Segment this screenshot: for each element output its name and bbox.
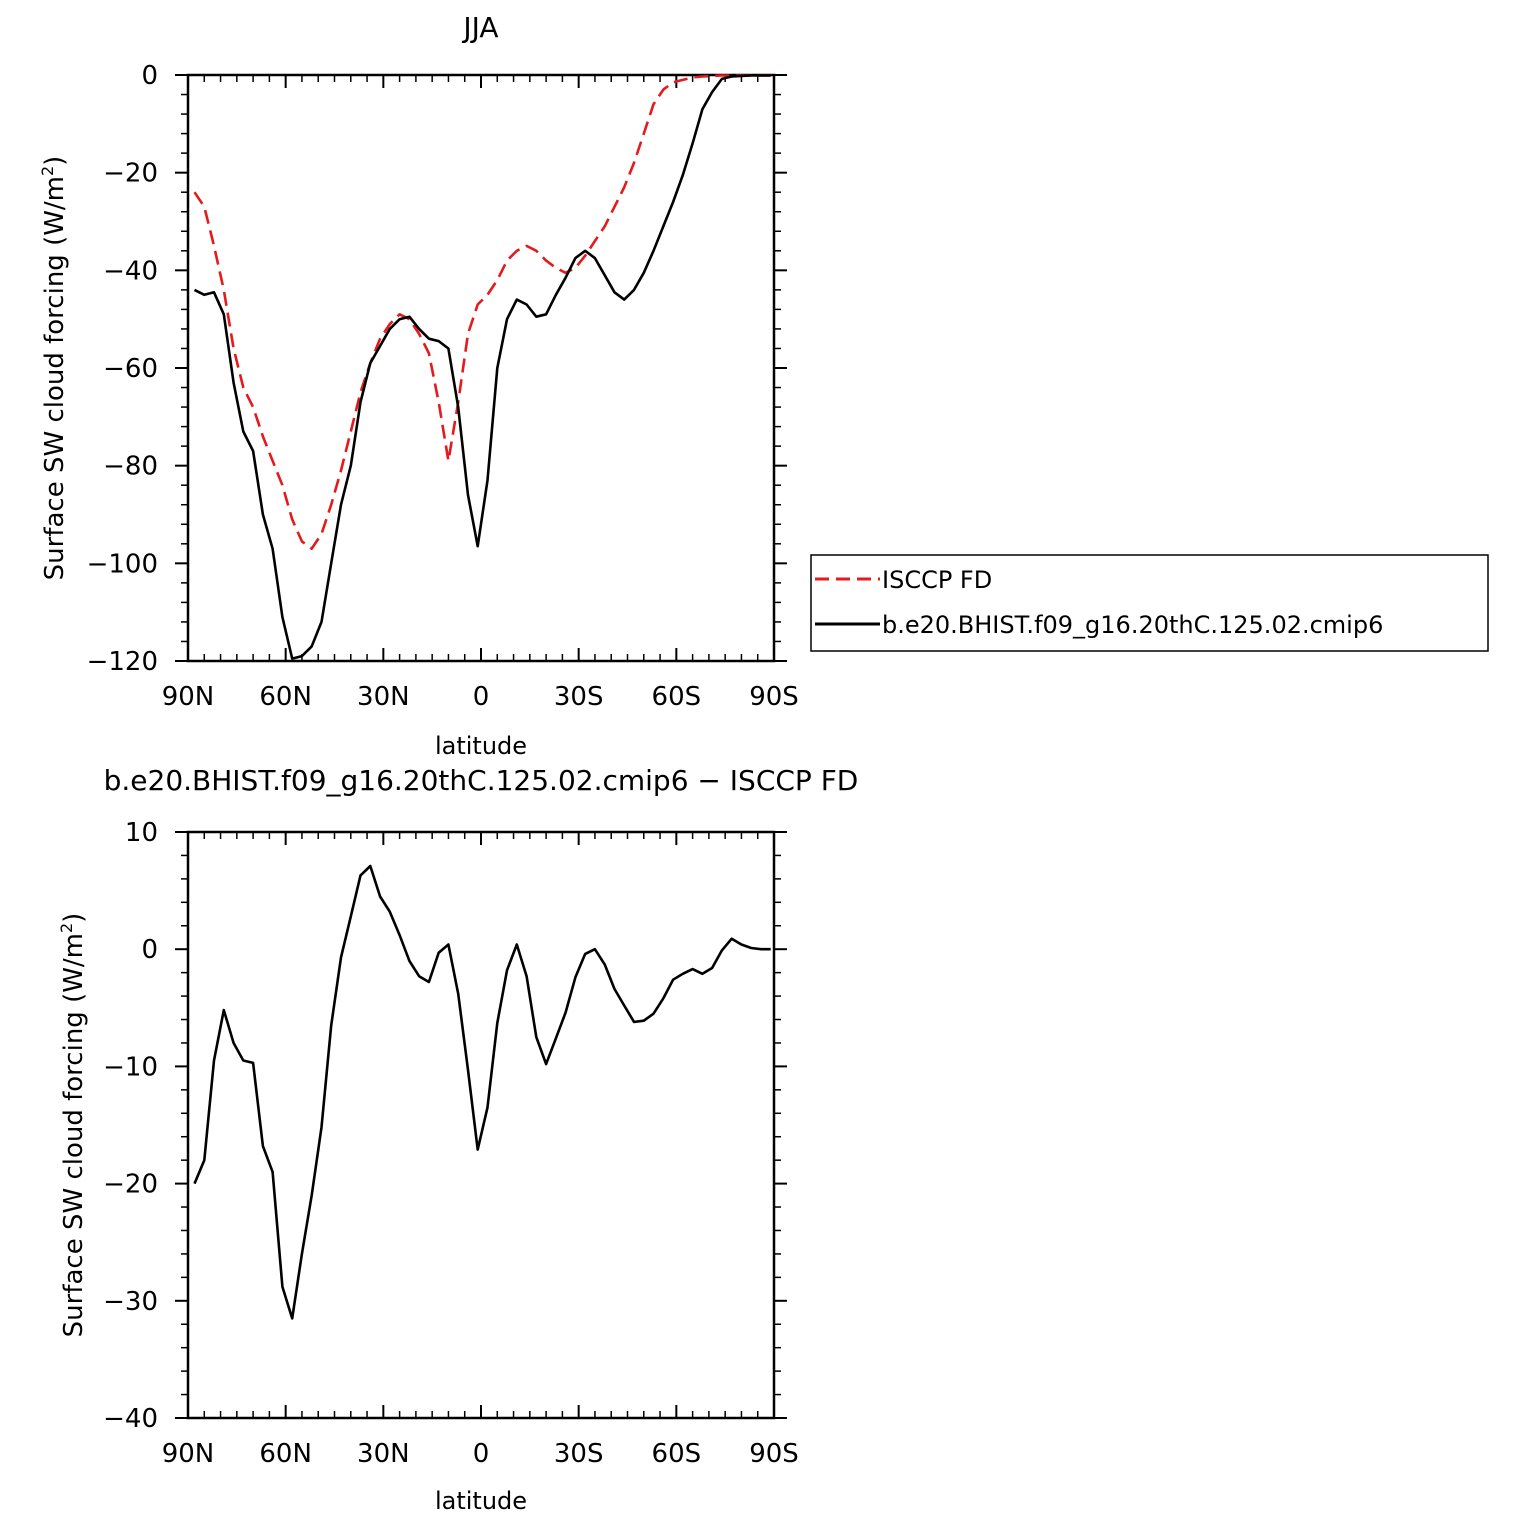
bottom-x-tick-label: 30S [554, 1439, 604, 1469]
bottom-y-tick-label: 10 [125, 818, 158, 848]
bottom-series-line-difference [193, 864, 771, 1320]
bottom-y-tick-label: −20 [103, 1170, 158, 1200]
top-x-tick-label: 90N [162, 682, 215, 712]
top-panel-y-axis-title: Surface SW cloud forcing (W/m2) [38, 156, 70, 581]
top-y-tick-label: −60 [103, 354, 158, 384]
bottom-y-tick-label: −40 [103, 1404, 158, 1434]
bottom-x-tick-label: 0 [473, 1439, 490, 1469]
bottom-panel-y-axis-title-sup: 2 [57, 923, 76, 933]
bottom-x-tick-label: 60N [259, 1439, 312, 1469]
bottom-x-tick-label: 30N [357, 1439, 410, 1469]
top-y-tick-label: −100 [87, 549, 158, 579]
bottom-panel-x-axis-title: latitude [435, 1487, 527, 1515]
legend-label-model: b.e20.BHIST.f09_g16.20thC.125.02.cmip6 [882, 611, 1383, 639]
bottom-y-tick-label: 0 [141, 935, 158, 965]
bottom-panel-y-axis-title: Surface SW cloud forcing (W/m2) [57, 913, 89, 1338]
top-panel-y-axis-title-sup: 2 [38, 166, 57, 176]
top-series-line-model [193, 74, 771, 660]
top-panel-title: JJA [461, 11, 498, 44]
bottom-x-tick-label: 90S [749, 1439, 799, 1469]
bottom-panel: b.e20.BHIST.f09_g16.20thC.125.02.cmip6 −… [57, 764, 858, 1515]
top-y-tick-label: −80 [103, 452, 158, 482]
bottom-y-tick-label: −30 [103, 1287, 158, 1317]
top-x-tick-label: 60S [652, 682, 702, 712]
top-y-tick-label: −20 [103, 159, 158, 189]
top-x-tick-label: 0 [473, 682, 490, 712]
top-panel: JJA 90N 60N 30N 0 30S 60S 90S 0 −20 −40 −60 −80 −100… [38, 11, 799, 760]
bottom-y-tick-label: −10 [103, 1052, 158, 1082]
top-x-tick-label: 30S [554, 682, 604, 712]
legend-box [810, 554, 1489, 652]
bottom-panel-y-axis-title-main: Surface SW cloud forcing (W/m [59, 933, 89, 1337]
top-panel-axes: 90N 60N 30N 0 30S 60S 90S 0 −20 −40 −60 −80 −100 −120 [87, 61, 799, 712]
top-y-tick-label: −120 [87, 647, 158, 677]
bottom-x-tick-label: 90N [162, 1439, 215, 1469]
bottom-panel-series [193, 864, 771, 1320]
bottom-panel-y-axis-title-suffix: ) [59, 913, 89, 923]
top-x-tick-label: 30N [357, 682, 410, 712]
bottom-plot-frame [186, 830, 776, 1420]
top-x-tick-label: 60N [259, 682, 312, 712]
top-series-line-isccp [193, 74, 771, 551]
top-panel-x-axis-title: latitude [435, 732, 527, 760]
bottom-panel-axes: 90N 60N 30N 0 30S 60S 90S 10 0 −10 −20 −30 −40 [103, 818, 799, 1469]
legend: ISCCP FD b.e20.BHIST.f09_g16.20thC.125.0… [810, 554, 1489, 652]
bottom-x-tick-label: 60S [652, 1439, 702, 1469]
top-panel-y-axis-title-suffix: ) [40, 156, 70, 166]
bottom-panel-title: b.e20.BHIST.f09_g16.20thC.125.02.cmip6 −… [104, 764, 859, 797]
top-panel-y-axis-title-main: Surface SW cloud forcing (W/m [40, 176, 70, 580]
top-y-tick-label: −40 [103, 256, 158, 286]
top-panel-series [193, 74, 771, 660]
legend-label-isccp: ISCCP FD [882, 566, 992, 594]
top-x-tick-label: 90S [749, 682, 799, 712]
top-y-tick-label: 0 [141, 61, 158, 91]
